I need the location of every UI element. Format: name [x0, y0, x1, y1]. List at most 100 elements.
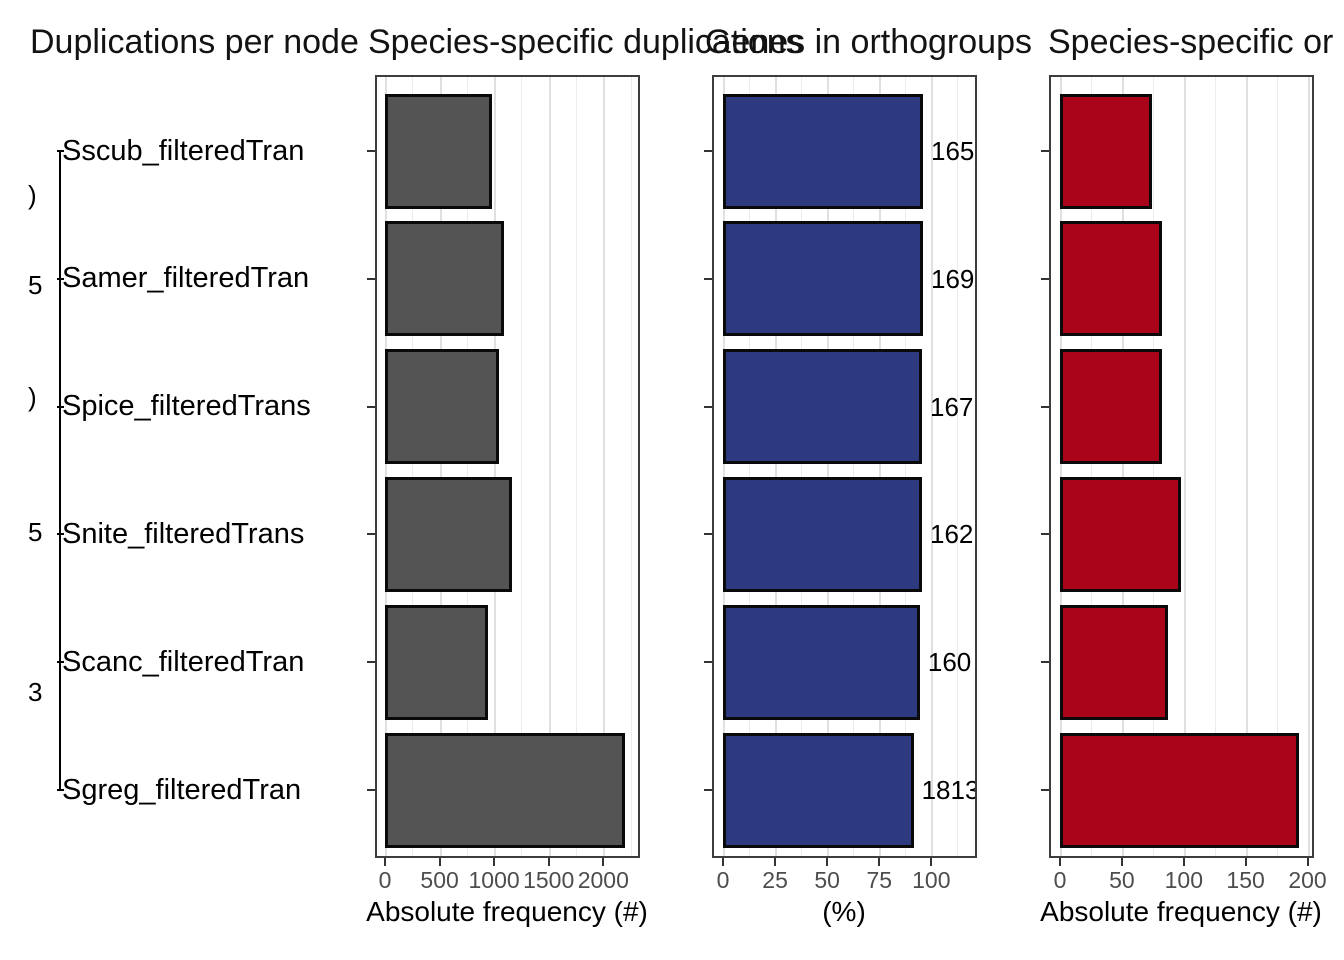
grid-line	[957, 77, 959, 856]
grid-line	[576, 77, 577, 856]
y-axis-tick	[1041, 533, 1049, 536]
plot-title-species-specific-orthogroups: Species-specific or	[1048, 23, 1334, 61]
grid-line	[412, 77, 414, 856]
tree-tip-branch	[57, 150, 64, 152]
y-axis-tick	[704, 277, 712, 280]
bar-Sscub_filteredTran	[1060, 93, 1152, 209]
tip-label-snite: Snite_filteredTrans	[62, 517, 305, 550]
grid-line	[1183, 77, 1186, 856]
bar-Samer_filteredTran	[1060, 221, 1162, 337]
y-axis-tick	[1041, 277, 1049, 280]
node-label-fragment: 3	[28, 677, 43, 707]
grid-line	[1060, 77, 1062, 856]
bar-Scanc_filteredTran	[385, 604, 488, 720]
plot-title-duplications-per-node: Duplications per node	[30, 23, 359, 61]
bar-value-label: 169	[931, 263, 975, 294]
tree-tip-branch	[57, 277, 64, 280]
bar-Snite_filteredTrans	[1060, 476, 1182, 592]
panel-genes-in-orthogroups: 165 169 167 162 160 1813	[712, 75, 977, 858]
grid-line	[1214, 77, 1216, 856]
grid-line	[749, 77, 750, 856]
grid-line	[775, 77, 778, 856]
x-axis-tick-label: 100	[912, 867, 951, 893]
grid-line	[1152, 77, 1154, 856]
grid-line	[905, 77, 907, 856]
y-axis-tick	[704, 150, 712, 152]
bar-value-label: 167	[930, 391, 974, 422]
y-axis-tick	[367, 789, 375, 791]
x-axis-tick-label: 200	[1288, 867, 1327, 893]
bar-value-label: 162	[930, 519, 974, 550]
grid-line	[548, 77, 551, 856]
y-axis-tick	[367, 533, 375, 536]
y-axis-tick	[367, 150, 375, 152]
x-axis-tick-label: 500	[420, 867, 459, 893]
bar-Sscub_filteredTran	[723, 93, 923, 209]
x-axis-tick	[1182, 858, 1185, 866]
bar-value-label: 1813	[921, 775, 977, 805]
x-axis-tick-label: 75	[866, 867, 893, 893]
x-axis-tick	[878, 858, 881, 866]
x-axis-tick-label: 25	[762, 867, 788, 893]
x-axis-tick-label: 0	[378, 867, 392, 893]
x-axis-tick-label: 2000	[577, 867, 629, 893]
grid-line	[385, 77, 387, 856]
bar-Sscub_filteredTran	[385, 93, 492, 209]
x-axis-tick	[1059, 858, 1061, 866]
tip-label-scanc: Scanc_filteredTran	[62, 645, 305, 678]
grid-line	[931, 77, 934, 856]
grid-line	[801, 77, 803, 856]
x-axis-tick-label: 1000	[468, 867, 520, 893]
x-axis-tick-label: 50	[1109, 867, 1135, 893]
grid-line	[630, 77, 632, 856]
bar-Spice_filteredTrans	[1060, 349, 1162, 465]
node-label-fragment: )	[28, 382, 37, 412]
bar-Scanc_filteredTran	[1060, 604, 1168, 720]
bar-Sgreg_filteredTran	[1060, 732, 1299, 848]
bar-Sgreg_filteredTran	[723, 732, 914, 848]
x-axis-title: (%)	[822, 896, 866, 927]
node-label-fragment: )	[28, 180, 37, 210]
bar-Sgreg_filteredTran	[385, 732, 626, 848]
grid-line	[466, 77, 468, 856]
tip-label-spice: Spice_filteredTrans	[62, 390, 311, 423]
x-axis-tick	[1120, 858, 1123, 866]
x-axis-tick-label: 0	[1053, 867, 1067, 893]
x-axis-tick	[930, 858, 933, 866]
y-axis-tick	[1041, 150, 1049, 152]
y-axis-tick	[1041, 661, 1049, 664]
x-axis-tick	[774, 858, 777, 866]
plot-title-genes-in-orthogroups: Genes in orthogroups	[705, 23, 1032, 61]
x-axis-tick	[826, 858, 829, 866]
y-axis-tick	[367, 277, 375, 280]
plot-title-species-specific-duplications: Species-specific duplications	[368, 23, 803, 61]
tip-label-samer: Samer_filteredTran	[62, 262, 310, 295]
grid-line	[853, 77, 855, 856]
grid-line	[1276, 77, 1278, 856]
grid-line	[603, 77, 606, 856]
grid-line	[723, 77, 725, 856]
grid-line	[494, 77, 497, 856]
x-axis-title: Absolute frequency (#)	[1040, 896, 1322, 927]
x-axis-tick	[384, 858, 386, 866]
bar-Scanc_filteredTran	[723, 604, 920, 720]
x-axis-tick	[438, 858, 441, 866]
tree-tip-branch	[57, 405, 64, 408]
x-axis-tick	[547, 858, 550, 866]
panel-duplications-per-node	[375, 75, 640, 858]
y-axis-tick	[704, 661, 712, 664]
y-axis-tick	[1041, 789, 1049, 791]
tip-label-sgreg: Sgreg_filteredTran	[62, 773, 302, 806]
grid-line	[879, 77, 882, 856]
grid-line	[1307, 77, 1310, 856]
tree-tip-branch	[57, 789, 64, 791]
panel-species-specific-orthogroups	[1049, 75, 1314, 858]
tree-tip-branch	[57, 661, 64, 664]
x-axis-title: Absolute frequency (#)	[366, 896, 648, 927]
bar-Samer_filteredTran	[385, 221, 504, 337]
node-label-fragment: 5	[28, 517, 43, 547]
x-axis-tick	[602, 858, 605, 866]
tip-label-sscub: Sscub_filteredTran	[62, 134, 305, 167]
y-axis-tick	[367, 405, 375, 408]
